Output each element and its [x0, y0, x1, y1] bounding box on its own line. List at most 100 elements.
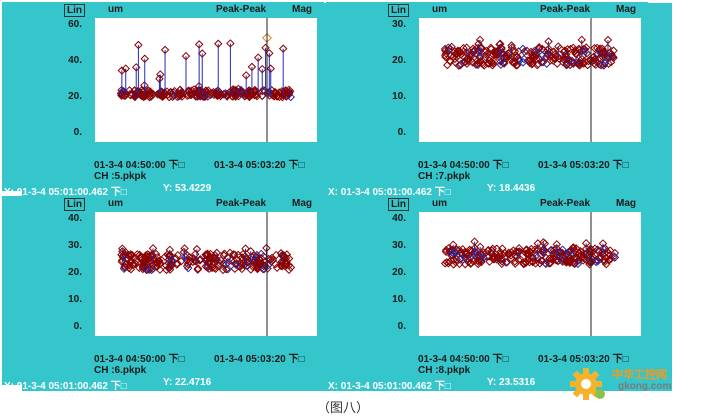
- data-point: [551, 51, 561, 61]
- cursor-x-readout: X: 01-3-4 05:01:00.462 下□: [328, 381, 451, 392]
- data-point: [533, 60, 542, 70]
- data-point: [535, 259, 545, 268]
- data-point: [574, 59, 583, 68]
- cursor-x-readout: X: 01-3-4 05:01:00.462 下□: [4, 187, 127, 198]
- spike-point: [194, 40, 204, 49]
- plot-area[interactable]: [95, 18, 317, 142]
- data-point: [460, 259, 470, 269]
- spike-point: [598, 239, 608, 248]
- data-point: [234, 262, 244, 271]
- data-point: [604, 256, 614, 265]
- data-point: [564, 56, 573, 65]
- data-point: [233, 250, 243, 260]
- spike-point: [507, 41, 516, 50]
- watermark-title: 中华工控网: [612, 368, 667, 381]
- data-point: [252, 91, 262, 101]
- y-tick-label: 40.: [68, 213, 82, 224]
- x-end-label: 01-3-4 05:03:20 下□: [538, 160, 629, 171]
- scale-label[interactable]: Lin: [388, 198, 409, 211]
- data-point: [445, 257, 454, 266]
- data-point: [526, 47, 536, 57]
- data-point: [458, 244, 467, 254]
- x-start-label: 01-3-4 04:50:00 下□: [94, 354, 185, 365]
- y-tick-label: 10.: [392, 294, 406, 305]
- spike-point: [262, 243, 271, 253]
- spike-point: [247, 62, 257, 72]
- data-point: [549, 249, 558, 258]
- trend-panel-ch6[interactable]: Lin um Peak-Peak Mag 40. 30. 20. 10. 0. 01-3…: [2, 196, 324, 392]
- spike-point: [448, 240, 458, 249]
- y-tick-label: 0.: [397, 127, 406, 138]
- data-point: [142, 264, 151, 274]
- data-point: [157, 91, 167, 101]
- data-point: [563, 249, 573, 258]
- data-point: [479, 253, 488, 263]
- trend-panel-ch7[interactable]: Lin um Peak-Peak Mag 30. 20. 10. 0. 01-3-4 …: [326, 2, 648, 198]
- plot-area[interactable]: [95, 212, 317, 336]
- scatter-plot[interactable]: [95, 18, 317, 142]
- data-point: [173, 250, 183, 260]
- spike-point: [477, 43, 486, 52]
- y-tick-label: 0.: [397, 321, 406, 332]
- trend-panel-ch5[interactable]: Lin um Peak-Peak Mag 60. 40. 20. 0. 01-3-4 …: [2, 2, 324, 198]
- data-point: [585, 258, 595, 267]
- data-point: [118, 89, 127, 99]
- spike-point: [241, 244, 250, 253]
- data-point: [594, 247, 604, 257]
- spike-point: [212, 248, 222, 258]
- y-tick-label: 20.: [68, 91, 82, 102]
- scale-label[interactable]: Lin: [64, 198, 85, 211]
- spike-point: [118, 247, 127, 256]
- data-point: [563, 257, 572, 266]
- spike-point: [278, 44, 288, 53]
- data-point: [453, 46, 462, 55]
- data-point: [538, 51, 547, 60]
- trend-panel-ch8[interactable]: Lin um Peak-Peak Mag 40. 30. 20. 10. 0. 01-3…: [326, 196, 648, 392]
- scatter-plot[interactable]: [95, 212, 317, 336]
- data-point: [205, 252, 215, 262]
- data-point: [547, 254, 556, 264]
- data-point: [484, 53, 494, 62]
- x-end-label: 01-3-4 05:03:20 下□: [538, 354, 629, 365]
- spike-point: [175, 85, 185, 95]
- plot-area[interactable]: [419, 18, 641, 142]
- measure-label: Peak-Peak: [540, 198, 591, 209]
- spike-point: [257, 64, 267, 74]
- mode-label: Mag: [616, 198, 636, 209]
- data-point: [575, 58, 585, 67]
- data-point: [487, 51, 497, 61]
- data-point: [120, 259, 130, 269]
- data-point: [549, 54, 559, 63]
- data-point: [253, 260, 263, 270]
- spike-point: [554, 42, 563, 51]
- scale-label[interactable]: Lin: [64, 4, 85, 17]
- spike-point: [197, 49, 207, 58]
- measure-label: Peak-Peak: [216, 198, 267, 209]
- data-point: [571, 45, 580, 55]
- y-tick-label: 20.: [68, 267, 82, 278]
- x-start-label: 01-3-4 04:50:00 下□: [418, 160, 509, 171]
- data-point: [185, 86, 194, 96]
- cursor-y-readout: Y: 53.4229: [163, 183, 212, 194]
- data-point: [606, 52, 615, 62]
- data-point: [166, 88, 175, 97]
- spike-point: [140, 81, 149, 90]
- data-point: [440, 259, 450, 268]
- scatter-plot[interactable]: [419, 212, 641, 336]
- spike-point: [581, 238, 591, 248]
- spike-point: [462, 43, 471, 52]
- spike-point: [228, 85, 238, 94]
- y-tick-label: 10.: [392, 91, 406, 102]
- data-point: [250, 259, 260, 269]
- scatter-plot[interactable]: [419, 18, 641, 142]
- data-point: [551, 50, 560, 59]
- y-tick-label: 40.: [392, 213, 406, 224]
- spike-point: [246, 247, 255, 256]
- data-point: [272, 92, 281, 101]
- spike-point: [534, 43, 544, 52]
- plot-area[interactable]: [419, 212, 641, 336]
- data-point: [470, 248, 480, 257]
- scale-label[interactable]: Lin: [388, 4, 409, 17]
- y-tick-label: 0.: [73, 127, 82, 138]
- spike-point: [181, 51, 191, 61]
